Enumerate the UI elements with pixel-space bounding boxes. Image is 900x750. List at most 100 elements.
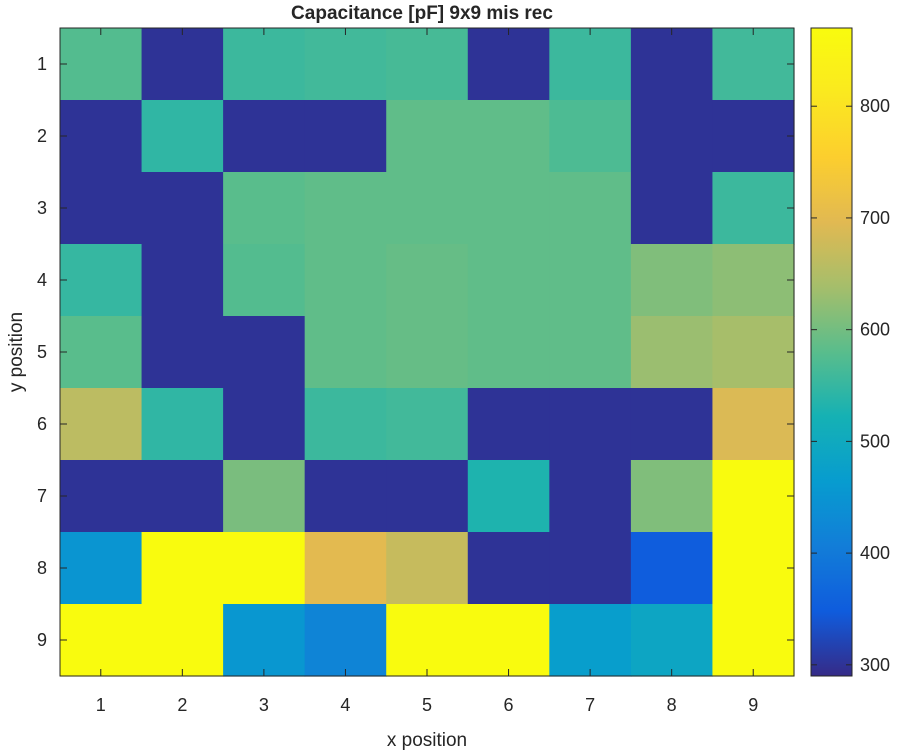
heatmap-cell	[630, 388, 714, 461]
heatmap-cell	[630, 604, 714, 677]
heatmap-cell	[467, 604, 550, 677]
colorbar-ticks: 300 400 500 600 700 800	[811, 96, 890, 675]
heatmap-cell	[386, 28, 469, 101]
heatmap-cell	[467, 388, 550, 461]
heatmap-cell	[549, 388, 632, 461]
heatmap-cell	[223, 100, 306, 173]
heatmap-cell	[630, 244, 714, 317]
heatmap-cell	[712, 244, 795, 317]
heatmap-cell	[386, 172, 469, 245]
colorbar-tick-label: 800	[860, 96, 890, 116]
y-tick-label: 9	[37, 630, 47, 650]
x-tick-label: 1	[96, 695, 106, 715]
heatmap-cell	[223, 172, 306, 245]
heatmap-cell	[467, 172, 550, 245]
heatmap-cell	[467, 460, 550, 533]
heatmap-cell	[549, 604, 632, 677]
heatmap-cell	[386, 244, 469, 317]
heatmap-cell	[630, 172, 714, 245]
heatmap-cell	[141, 244, 224, 317]
heatmap-cell	[60, 532, 143, 605]
heatmap-cell	[223, 28, 306, 101]
x-tick-label: 2	[177, 695, 187, 715]
heatmap-cell	[223, 316, 306, 389]
heatmap-cell	[60, 172, 143, 245]
y-axis-ticks: 1 2 3 4 5 6 7 8 9	[37, 54, 794, 650]
colorbar-tick-label: 300	[860, 655, 890, 675]
heatmap-cell	[304, 28, 387, 101]
heatmap-cell	[712, 388, 795, 461]
heatmap-cell	[467, 532, 550, 605]
y-tick-label: 4	[37, 270, 47, 290]
heatmap-cell	[467, 100, 550, 173]
x-tick-label: 6	[504, 695, 514, 715]
heatmap-cell	[630, 100, 714, 173]
heatmap-cell	[549, 460, 632, 533]
heatmap-cell	[549, 244, 632, 317]
y-tick-label: 8	[37, 558, 47, 578]
heatmap-cell	[712, 172, 795, 245]
heatmap-cell	[630, 28, 714, 101]
heatmap-cell	[712, 460, 795, 533]
heatmap-cell	[549, 172, 632, 245]
y-axis-label: y position	[6, 312, 27, 392]
y-tick-label: 5	[37, 342, 47, 362]
heatmap-cell	[304, 244, 387, 317]
y-tick-label: 7	[37, 486, 47, 506]
heatmap-cell	[60, 604, 143, 677]
heatmap-cell	[141, 532, 224, 605]
heatmap-cell	[223, 532, 306, 605]
heatmap-cell	[60, 100, 143, 173]
x-tick-label: 5	[422, 695, 432, 715]
heatmap-cells	[60, 28, 795, 677]
colorbar-tick-label: 500	[860, 431, 890, 451]
heatmap-cell	[386, 388, 469, 461]
heatmap-cell	[386, 100, 469, 173]
heatmap-cell	[549, 28, 632, 101]
heatmap-cell	[60, 460, 143, 533]
heatmap-cell	[304, 316, 387, 389]
heatmap-cell	[386, 460, 469, 533]
heatmap-cell	[549, 100, 632, 173]
heatmap-cell	[630, 532, 714, 605]
heatmap-cell	[60, 28, 143, 101]
heatmap-cell	[304, 100, 387, 173]
x-tick-label: 7	[585, 695, 595, 715]
heatmap-cell	[223, 604, 306, 677]
heatmap-cell	[223, 244, 306, 317]
heatmap-cell	[141, 100, 224, 173]
heatmap-cell	[60, 388, 143, 461]
y-tick-label: 1	[37, 54, 47, 74]
y-tick-label: 6	[37, 414, 47, 434]
chart-title: Capacitance [pF] 9x9 mis rec	[291, 3, 553, 24]
heatmap-cell	[549, 532, 632, 605]
x-tick-label: 9	[748, 695, 758, 715]
heatmap-cell	[141, 604, 224, 677]
heatmap-cell	[630, 460, 714, 533]
colorbar-tick-label: 400	[860, 543, 890, 563]
heatmap-cell	[60, 244, 143, 317]
heatmap-cell	[712, 604, 795, 677]
heatmap-cell	[467, 28, 550, 101]
x-axis-label: x position	[387, 730, 467, 750]
heatmap-cell	[386, 604, 469, 677]
y-tick-label: 2	[37, 126, 47, 146]
heatmap-cell	[304, 460, 387, 533]
heatmap-cell	[304, 532, 387, 605]
heatmap-cell	[386, 532, 469, 605]
y-tick-label: 3	[37, 198, 47, 218]
heatmap-cell	[141, 388, 224, 461]
heatmap-cell	[223, 388, 306, 461]
colorbar	[810, 27, 853, 677]
heatmap-cell	[141, 172, 224, 245]
heatmap-cell	[304, 172, 387, 245]
heatmap-cell	[630, 316, 714, 389]
heatmap-cell	[712, 28, 795, 101]
x-tick-label: 4	[340, 695, 350, 715]
heatmap-cell	[549, 316, 632, 389]
heatmap-cell	[223, 460, 306, 533]
heatmap-cell	[304, 604, 387, 677]
colorbar-tick-label: 600	[860, 320, 890, 340]
x-axis-ticks: 1 2 3 4 5 6 7 8 9	[96, 28, 758, 715]
